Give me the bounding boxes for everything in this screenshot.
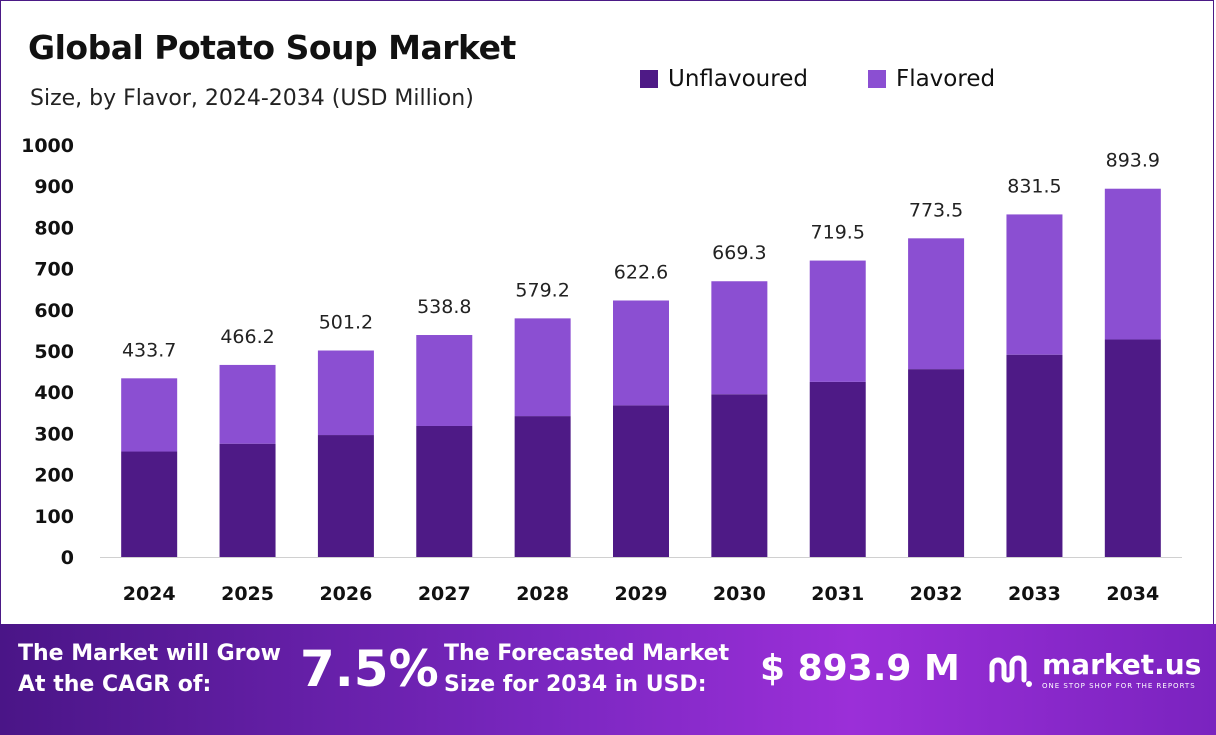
legend-label-flavored: Flavored [895, 66, 996, 92]
bar-segment-unflavoured [711, 394, 768, 557]
chart-subtitle: Size, by Flavor, 2024-2034 (USD Million) [30, 86, 474, 111]
bar-segment-flavored [809, 260, 866, 382]
cagr-label: The Market will Grow At the CAGR of: [18, 638, 318, 700]
x-tick-label: 2028 [516, 583, 569, 605]
y-tick-label: 400 [34, 382, 74, 404]
bar-segment-flavored [219, 364, 276, 444]
y-tick-label: 100 [34, 506, 74, 528]
x-tick-label: 2030 [713, 583, 766, 605]
bar-segment-unflavoured [809, 381, 866, 557]
bar-total-label: 501.2 [319, 312, 373, 334]
forecast-label-line-2: Size for 2034 in USD: [444, 672, 707, 697]
bar-total-label: 831.5 [1007, 175, 1061, 197]
bar-total-label: 538.8 [417, 296, 471, 318]
legend-swatch-flavored [867, 70, 886, 88]
y-tick-label: 900 [34, 176, 74, 198]
y-tick-label: 0 [61, 547, 74, 569]
logo-tagline: ONE STOP SHOP FOR THE REPORTS [1042, 682, 1196, 690]
bar-segment-flavored [416, 335, 473, 426]
bar-total-label: 719.5 [811, 222, 865, 244]
y-tick-label: 500 [34, 341, 74, 363]
legend: Unflavoured Flavored [640, 66, 995, 92]
legend-item-flavored: Flavored [867, 66, 996, 92]
bar-total-label: 433.7 [122, 339, 176, 361]
bar-segment-unflavoured [908, 369, 965, 557]
bar-segment-unflavoured [1006, 354, 1063, 557]
bar-segment-unflavoured [613, 405, 669, 557]
forecast-value: $ 893.9 M [760, 648, 960, 689]
bar-segment-unflavoured [1104, 339, 1161, 557]
bar-total-label: 466.2 [220, 326, 274, 348]
bar-segment-unflavoured [317, 435, 374, 557]
x-tick-label: 2034 [1106, 583, 1159, 605]
bar-total-label: 669.3 [712, 242, 766, 264]
market-us-logo-icon [989, 655, 1032, 687]
x-tick-label: 2033 [1008, 583, 1061, 605]
bar-segment-unflavoured [219, 443, 276, 557]
bar-segment-flavored [317, 350, 374, 436]
bar-segment-flavored [613, 300, 669, 406]
x-tick-label: 2024 [123, 583, 176, 605]
x-tick-label: 2032 [910, 583, 963, 605]
bar-segment-flavored [1104, 188, 1161, 340]
cagr-label-line-2: At the CAGR of: [18, 672, 212, 697]
market-us-logo: market.us ONE STOP SHOP FOR THE REPORTS [988, 650, 1201, 690]
bar-segment-unflavoured [121, 451, 178, 557]
y-tick-label: 1000 [21, 135, 74, 157]
chart-title: Global Potato Soup Market [28, 28, 516, 67]
bar-segment-flavored [1006, 214, 1063, 355]
bar-segment-flavored [908, 238, 965, 370]
bar-total-label: 773.5 [909, 199, 963, 221]
legend-item-unflavoured: Unflavoured [640, 66, 808, 92]
y-tick-label: 800 [34, 217, 74, 239]
legend-swatch-unflavoured [640, 70, 658, 88]
bar-total-label: 893.9 [1106, 150, 1160, 172]
x-tick-label: 2029 [615, 583, 668, 605]
bar-total-label: 579.2 [515, 279, 569, 301]
cagr-value: 7.5% [300, 640, 439, 698]
bar-segment-flavored [121, 378, 178, 452]
y-tick-label: 200 [34, 465, 74, 487]
y-tick-label: 300 [34, 423, 74, 445]
x-tick-label: 2025 [221, 583, 274, 605]
bar-segment-flavored [711, 281, 768, 395]
cagr-label-line-1: The Market will Grow [18, 641, 281, 666]
bar-segment-unflavoured [514, 416, 571, 557]
bar-segment-unflavoured [416, 425, 473, 557]
summary-banner: The Market will Grow At the CAGR of: 7.5… [0, 624, 1216, 735]
forecast-label: The Forecasted Market Size for 2034 in U… [444, 638, 744, 700]
x-tick-label: 2027 [418, 583, 471, 605]
forecast-label-line-1: The Forecasted Market [444, 641, 730, 666]
x-tick-label: 2026 [319, 583, 372, 605]
bar-segment-flavored [514, 318, 571, 417]
chart-plot: 0 100 200 300 400 500 600 700 800 900 1000 433.7 202… [21, 135, 1182, 605]
legend-label-unflavoured: Unflavoured [668, 66, 808, 92]
x-tick-label: 2031 [811, 583, 864, 605]
logo-name: market.us [1042, 648, 1202, 681]
y-tick-label: 700 [34, 259, 74, 281]
bar-total-label: 622.6 [614, 261, 668, 283]
y-tick-label: 600 [34, 300, 74, 322]
